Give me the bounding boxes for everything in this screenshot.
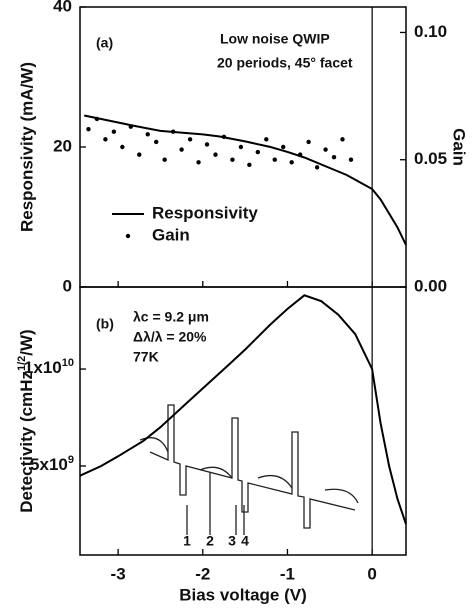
- plot-frame: [79, 286, 407, 556]
- gain-point: [255, 149, 261, 155]
- gain-point: [314, 165, 320, 170]
- y2-tick-label: 0.00: [414, 276, 447, 295]
- gain-point: [213, 152, 218, 157]
- panel-label: (b): [96, 316, 114, 332]
- y-tick-sup: 9: [68, 454, 74, 466]
- gain-point: [179, 147, 184, 152]
- gain-point: [154, 139, 159, 145]
- gain-point: [348, 157, 354, 162]
- arrow: [186, 472, 245, 535]
- y-axis-label: Detectivity (cmHz1/2/W): [16, 329, 37, 512]
- y-label-part: /W): [17, 329, 36, 355]
- gain-point: [221, 134, 227, 140]
- y-tick-label: 0: [63, 276, 72, 295]
- gain-point: [272, 157, 277, 162]
- gain-point: [289, 160, 294, 165]
- y2-tick-label: 0.10: [414, 22, 447, 41]
- annotation: λc = 9.2 μm: [133, 309, 209, 325]
- y2-axis-label: Gain: [450, 128, 469, 166]
- gain-point: [170, 129, 176, 134]
- gain-point: [323, 147, 328, 152]
- panel-label: (a): [96, 35, 113, 51]
- y2-tick-label: 0.05: [414, 149, 447, 168]
- gain-point: [331, 154, 337, 160]
- data-line: [83, 114, 407, 246]
- gain-point: [120, 144, 125, 150]
- electron-path: [139, 437, 359, 504]
- x-tick-label: -1: [280, 564, 295, 583]
- y-tick-label: 40: [53, 0, 72, 15]
- gain-point: [187, 137, 193, 142]
- y-tick-label: 20: [53, 136, 72, 155]
- y-tick-text: 1x10: [24, 359, 62, 378]
- gain-point: [86, 126, 91, 132]
- gain-point: [264, 137, 269, 142]
- data-line: [79, 294, 407, 525]
- band-diagram: [139, 404, 359, 535]
- annotation: 77K: [133, 349, 159, 365]
- annotation: Δλ/λ = 20%: [133, 329, 207, 345]
- legend-marker: [125, 233, 131, 239]
- gain-point: [281, 144, 286, 150]
- gain-point: [128, 124, 134, 129]
- y-tick-text: 5x10: [30, 455, 68, 474]
- gain-point: [94, 116, 100, 122]
- y-tick-label: 1x1010: [24, 357, 74, 378]
- gain-point: [238, 144, 244, 150]
- gain-point: [340, 137, 345, 142]
- annotation: Low noise QWIP: [220, 31, 330, 47]
- y-label-sup: 1/2: [16, 356, 28, 371]
- gain-point: [137, 152, 142, 157]
- legend-label: Gain: [152, 225, 190, 244]
- y-tick-sup: 10: [62, 357, 74, 369]
- x-axis-label: Bias voltage (V): [179, 585, 307, 604]
- gain-point: [297, 152, 303, 157]
- gain-point: [196, 160, 201, 165]
- y-axis-label: Responsivity (mA/W): [17, 62, 36, 232]
- gain-point: [204, 142, 210, 147]
- legend-label: Responsivity: [152, 203, 258, 222]
- x-tick-label: -3: [111, 564, 126, 583]
- gain-point: [111, 129, 117, 134]
- band-profile: [149, 404, 356, 529]
- gain-point: [103, 137, 108, 142]
- y-tick-label: 5x109: [30, 454, 74, 475]
- inset-label: 4: [241, 533, 249, 549]
- gain-point: [247, 162, 252, 168]
- gain-point: [145, 132, 150, 137]
- inset-label: 2: [206, 533, 214, 549]
- inset-label: 3: [228, 533, 236, 549]
- gain-point: [306, 139, 311, 145]
- inset-label: 1: [183, 533, 191, 549]
- x-tick-label: 0: [367, 564, 376, 583]
- x-tick-label: -2: [195, 564, 210, 583]
- gain-point: [162, 157, 167, 162]
- annotation: 20 periods, 45° facet: [217, 55, 353, 71]
- gain-point: [230, 157, 235, 162]
- y-label-part: Detectivity (cmHz: [17, 371, 36, 513]
